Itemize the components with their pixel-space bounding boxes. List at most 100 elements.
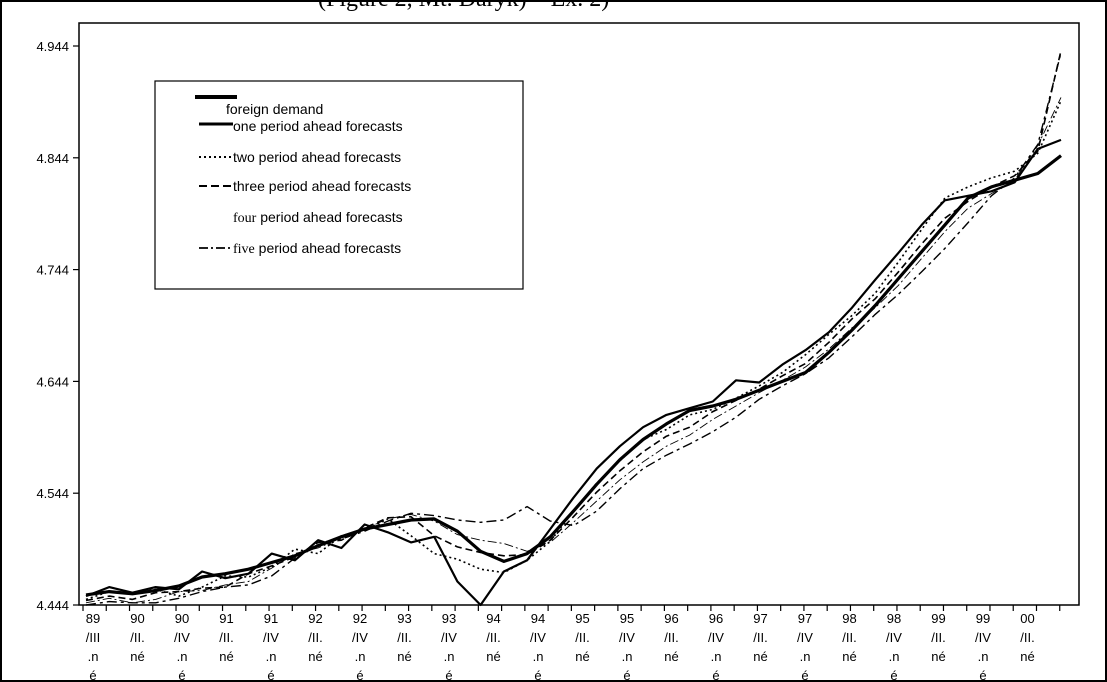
x-tick-label-line: né bbox=[219, 649, 233, 664]
x-tick-label-line: 92 bbox=[353, 611, 367, 626]
x-tick-label: 98/II. né bbox=[842, 611, 856, 664]
x-tick-label-line: né bbox=[486, 649, 500, 664]
x-tick-label-line: 90 bbox=[175, 611, 189, 626]
x-tick-label-line: /II. bbox=[486, 630, 500, 645]
y-tick-label: 4.844 bbox=[36, 151, 69, 166]
x-tick-label-line: .n bbox=[177, 649, 188, 664]
x-tick-label-line: 93 bbox=[442, 611, 456, 626]
x-tick-label-line: né bbox=[842, 649, 856, 664]
legend-label-one-period: one period ahead forecasts bbox=[233, 118, 403, 134]
x-tick-label-line: /IV bbox=[352, 630, 368, 645]
x-tick-label: 00/II. né bbox=[1020, 611, 1034, 664]
x-tick-label: 89/III .n é bbox=[86, 611, 100, 682]
x-tick-label-line: 94 bbox=[486, 611, 500, 626]
x-tick-label-line: /II. bbox=[575, 630, 589, 645]
x-tick-label-line: /II. bbox=[1020, 630, 1034, 645]
x-tick-label-line: 97 bbox=[798, 611, 812, 626]
x-tick-label: 94/II. né bbox=[486, 611, 500, 664]
legend-label-four-period: four period ahead forecasts bbox=[233, 209, 403, 226]
x-tick-label-line: .n bbox=[978, 649, 989, 664]
legend-label-four-rest: period ahead forecasts bbox=[256, 209, 402, 225]
x-tick-label-line: né bbox=[1020, 649, 1034, 664]
x-tick-label-line: 97 bbox=[753, 611, 767, 626]
x-tick-label-line: /III bbox=[86, 630, 100, 645]
x-tick-label: 93/IV .n é bbox=[441, 611, 457, 682]
x-tick-label: 91/II. né bbox=[219, 611, 233, 664]
x-tick-label: 99/II. né bbox=[931, 611, 945, 664]
x-tick-label: 96/IV .n é bbox=[708, 611, 724, 682]
x-tick-label-line: né bbox=[931, 649, 945, 664]
series-line-3 bbox=[85, 50, 1062, 602]
x-tick-label-line: é bbox=[356, 668, 363, 682]
x-tick-label-line: .n bbox=[355, 649, 366, 664]
x-tick-label-line: é bbox=[178, 668, 185, 682]
x-tick-label-line: 96 bbox=[709, 611, 723, 626]
x-tick-label-line: 98 bbox=[887, 611, 901, 626]
x-tick-label-line: /II. bbox=[931, 630, 945, 645]
x-tick-label-line: é bbox=[890, 668, 897, 682]
page-title-fragment: (Figure 2, Mt. Daryk) – Ex. 2) bbox=[318, 0, 609, 13]
legend-label-foreign-demand: foreign demand bbox=[226, 101, 323, 117]
x-tick-label-line: é bbox=[979, 668, 986, 682]
x-tick-label: 99/IV .n é bbox=[975, 611, 991, 682]
x-tick-label: 90/IV .n é bbox=[174, 611, 190, 682]
x-tick-label-line: /II. bbox=[219, 630, 233, 645]
x-tick-label-line: é bbox=[445, 668, 452, 682]
x-tick-label-line: /IV bbox=[975, 630, 991, 645]
x-tick-label-line: 96 bbox=[664, 611, 678, 626]
x-tick-label-line: .n bbox=[266, 649, 277, 664]
x-tick-label-line: 99 bbox=[931, 611, 945, 626]
y-tick-label: 4.944 bbox=[36, 39, 69, 54]
x-tick-label-line: é bbox=[267, 668, 274, 682]
y-axis: 4.444 4.544 4.644 4.744 4.844 4.944 bbox=[36, 39, 79, 613]
x-tick-label-line: /IV bbox=[441, 630, 457, 645]
x-tick-label-line: 92 bbox=[308, 611, 322, 626]
x-tick-label-line: 00 bbox=[1020, 611, 1034, 626]
x-tick-label-line: .n bbox=[622, 649, 633, 664]
x-tick-label-line: /II. bbox=[753, 630, 767, 645]
x-tick-label-line: né bbox=[753, 649, 767, 664]
x-tick-label-line: 99 bbox=[976, 611, 990, 626]
x-tick-label: 95/IV .n é bbox=[619, 611, 635, 682]
x-tick-label-line: é bbox=[89, 668, 96, 682]
x-tick-label: 90/II. né bbox=[130, 611, 144, 664]
x-tick-label-line: /II. bbox=[308, 630, 322, 645]
x-tick-label-line: /II. bbox=[842, 630, 856, 645]
legend-label-four-prefix: four bbox=[233, 211, 257, 226]
x-tick-label-line: 93 bbox=[397, 611, 411, 626]
x-tick-label-line: 95 bbox=[620, 611, 634, 626]
x-tick-label-line: /IV bbox=[174, 630, 190, 645]
legend-label-five-prefix: five bbox=[233, 242, 255, 257]
x-tick-label: 98/IV .n é bbox=[886, 611, 902, 682]
x-tick-label: 91/IV .n é bbox=[263, 611, 279, 682]
x-tick-label-line: .n bbox=[800, 649, 811, 664]
x-tick-label-line: 95 bbox=[575, 611, 589, 626]
x-tick-label: 94/IV .n é bbox=[530, 611, 546, 682]
x-tick-label-line: .n bbox=[889, 649, 900, 664]
y-tick-label: 4.544 bbox=[36, 486, 69, 501]
x-tick-label: 96/II. né bbox=[664, 611, 678, 664]
series-lines bbox=[85, 50, 1062, 607]
plot-area bbox=[78, 22, 1080, 606]
x-tick-label-line: 91 bbox=[264, 611, 278, 626]
x-tick-label-line: /IV bbox=[886, 630, 902, 645]
y-tick-label: 4.644 bbox=[36, 374, 69, 389]
x-tick-label-line: né bbox=[397, 649, 411, 664]
y-tick-label: 4.444 bbox=[36, 598, 69, 613]
x-tick-label-line: /IV bbox=[530, 630, 546, 645]
x-tick-label-line: /IV bbox=[708, 630, 724, 645]
x-tick-label-line: .n bbox=[88, 649, 99, 664]
x-tick-label-line: é bbox=[534, 668, 541, 682]
x-tick-label-line: /II. bbox=[397, 630, 411, 645]
legend: foreign demand one period ahead forecast… bbox=[154, 80, 524, 290]
x-tick-label-line: /II. bbox=[664, 630, 678, 645]
x-tick-label-line: /IV bbox=[619, 630, 635, 645]
x-tick-label-line: /II. bbox=[130, 630, 144, 645]
x-tick-label-line: 94 bbox=[531, 611, 545, 626]
x-tick-label-line: .n bbox=[711, 649, 722, 664]
series-line-4 bbox=[85, 97, 1062, 604]
x-tick-label-line: 98 bbox=[842, 611, 856, 626]
y-tick-label: 4.744 bbox=[36, 263, 69, 278]
